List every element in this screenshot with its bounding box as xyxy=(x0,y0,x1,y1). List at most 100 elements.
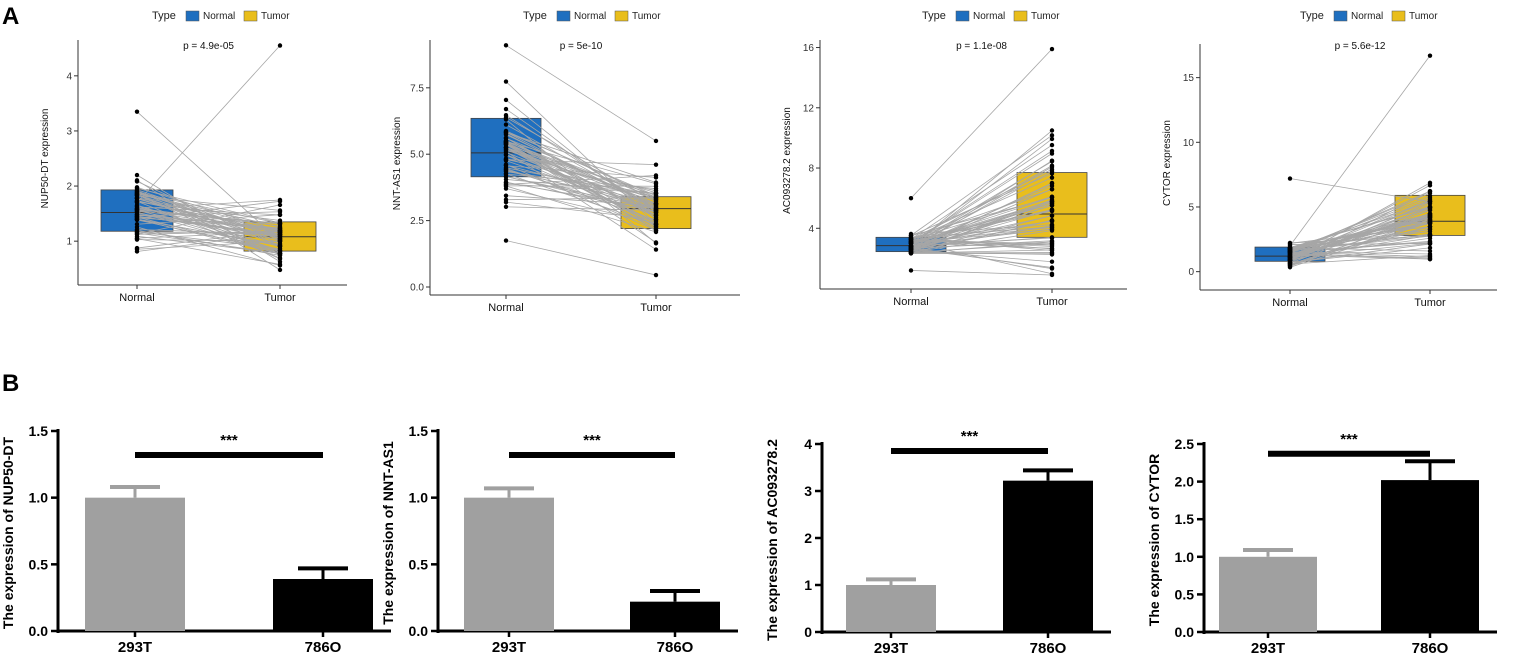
point-tumor xyxy=(1427,207,1433,213)
paired-line xyxy=(910,153,1053,244)
point-tumor xyxy=(1049,239,1055,245)
point-normal xyxy=(503,122,509,127)
paired-line xyxy=(136,111,281,242)
point-normal xyxy=(503,167,509,172)
y-tick-label: 0.5 xyxy=(1175,586,1195,602)
point-tumor xyxy=(1049,272,1055,278)
y-tick-label: 3 xyxy=(804,483,812,499)
significance-label: *** xyxy=(961,428,979,445)
point-tumor xyxy=(1049,128,1055,133)
paired-line xyxy=(1289,55,1431,247)
point-tumor xyxy=(277,230,283,236)
point-tumor xyxy=(1427,245,1433,251)
point-normal xyxy=(134,212,140,217)
point-tumor xyxy=(1049,251,1055,256)
paired-line xyxy=(1289,243,1431,263)
paired-line xyxy=(136,240,281,250)
points xyxy=(503,43,659,278)
bar-786o xyxy=(1003,480,1093,632)
boxplot-3: Type Normal Tumor p = 1.1e-08 4 8 12 16 Normal Tu… xyxy=(782,10,1127,308)
paired-line xyxy=(505,149,657,200)
point-tumor xyxy=(653,188,659,193)
x-tick-label: Tumor xyxy=(1036,296,1068,308)
point-tumor xyxy=(277,243,283,249)
point-tumor xyxy=(277,238,283,244)
x-tick-label: Tumor xyxy=(1414,297,1446,309)
paired-line xyxy=(505,201,657,220)
legend-label-normal: Normal xyxy=(203,11,235,22)
paired-line xyxy=(910,215,1053,252)
point-tumor xyxy=(653,205,659,211)
legend-swatch-tumor xyxy=(243,10,258,22)
paired-line xyxy=(910,237,1053,247)
point-normal xyxy=(503,152,509,157)
point-tumor xyxy=(277,218,283,223)
paired-line xyxy=(910,215,1053,248)
paired-line xyxy=(136,235,281,254)
paired-line xyxy=(136,209,281,225)
paired-line xyxy=(136,232,281,252)
point-normal xyxy=(503,156,509,161)
y-tick-label: 4 xyxy=(66,71,72,82)
point-normal xyxy=(134,230,140,236)
barchart-1: 0.0 0.5 1.0 1.5 The expression of NUP50-DT 29… xyxy=(0,423,391,656)
y-axis-label: CYTOR expression xyxy=(1162,120,1173,206)
point-normal xyxy=(503,204,509,210)
paired-line xyxy=(910,177,1053,241)
paired-line xyxy=(505,176,657,213)
boxplot-4: Type Normal Tumor p = 5.6e-12 0 5 10 15 Normal Tu… xyxy=(1162,10,1497,309)
y-axis-label: The expression of NNT-AS1 xyxy=(380,441,396,625)
paired-line xyxy=(910,130,1053,247)
y-tick-label: 1 xyxy=(804,577,812,593)
point-tumor xyxy=(653,180,659,185)
x-tick-label: Tumor xyxy=(264,292,296,304)
paired-line xyxy=(910,135,1053,236)
y-tick-label: 4 xyxy=(804,436,812,452)
point-normal xyxy=(503,141,509,146)
points xyxy=(1287,53,1433,270)
legend-swatch-normal xyxy=(185,10,200,22)
point-tumor xyxy=(653,138,659,144)
paired-line xyxy=(910,204,1053,251)
paired-line xyxy=(136,194,281,260)
point-tumor xyxy=(653,193,659,198)
bar-786o xyxy=(1381,480,1479,632)
legend-swatch-normal xyxy=(1333,10,1348,22)
paired-line xyxy=(505,154,657,213)
y-tick-label: 2.5 xyxy=(410,216,424,227)
point-normal xyxy=(134,200,140,205)
paired-line xyxy=(505,144,657,231)
point-tumor xyxy=(653,197,659,202)
significance-label: *** xyxy=(220,432,238,449)
point-normal xyxy=(503,183,509,189)
point-normal xyxy=(503,199,509,205)
y-axis-label: NUP50-DT expression xyxy=(40,109,51,209)
point-tumor xyxy=(1049,198,1055,204)
point-tumor xyxy=(1049,186,1055,192)
y-axis-label: The expression of NUP50-DT xyxy=(0,436,16,629)
bar-293t xyxy=(464,497,554,631)
paired-line xyxy=(505,44,657,142)
paired-line xyxy=(136,186,281,232)
legend-title: Type xyxy=(922,10,946,22)
paired-line xyxy=(505,195,657,206)
y-tick-label: 1.0 xyxy=(409,490,429,506)
barchart-4: 0.0 0.5 1.0 1.5 2.0 2.5 The expression of CYTO… xyxy=(1146,431,1497,657)
paired-line xyxy=(505,167,657,198)
point-normal xyxy=(503,174,509,179)
point-normal xyxy=(134,172,140,178)
legend-label-tumor: Tumor xyxy=(261,11,290,22)
legend-label-tumor: Tumor xyxy=(632,11,661,22)
point-tumor xyxy=(1427,241,1433,246)
paired-line xyxy=(1289,235,1431,244)
point-normal xyxy=(134,192,140,197)
point-tumor xyxy=(277,221,283,227)
barchart-2: 0.0 0.5 1.0 1.5 The expression of NNT-AS1 293… xyxy=(380,423,738,656)
paired-line xyxy=(910,165,1053,247)
paired-lines xyxy=(910,48,1053,276)
x-tick-label: Normal xyxy=(893,296,928,308)
point-tumor xyxy=(1049,259,1055,264)
point-normal xyxy=(503,79,509,84)
legend-swatch-normal xyxy=(556,10,571,22)
